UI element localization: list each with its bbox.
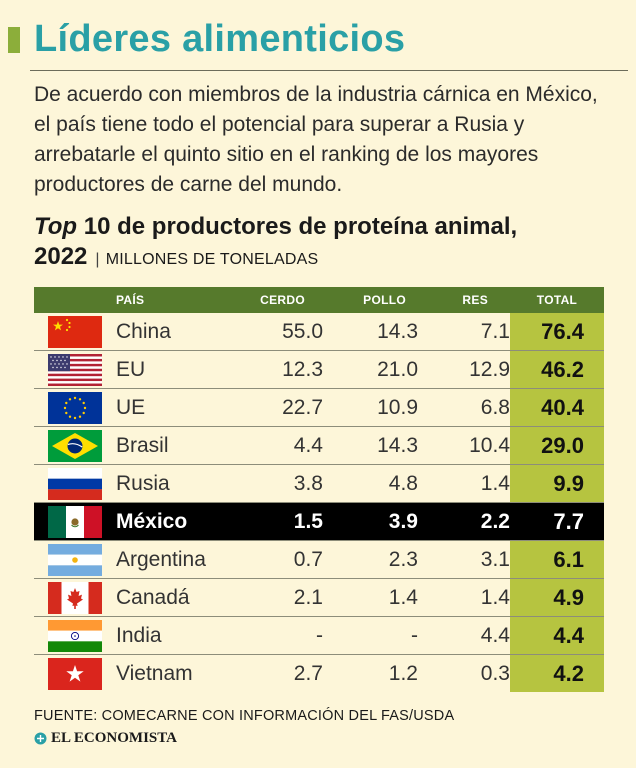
india-flag-icon (48, 619, 102, 652)
country-name: Argentina (110, 540, 230, 579)
china-flag-icon (48, 315, 102, 348)
country-name: Canadá (110, 578, 230, 617)
cerdo-value: 55.0 (230, 313, 335, 351)
cerdo-value: 2.1 (230, 578, 335, 617)
res-value: 1.4 (430, 578, 510, 617)
cerdo-value: 1.5 (230, 502, 335, 541)
country-name: Rusia (110, 464, 230, 503)
table-row: UE 22.7 10.9 6.8 40.4 (34, 388, 604, 427)
pollo-value: 21.0 (335, 350, 430, 389)
cerdo-value: 2.7 (293, 661, 323, 685)
total-value: 4.4 (510, 616, 604, 655)
source-note: FUENTE: COMECARNE CON INFORMACIÓN DEL FA… (34, 708, 455, 724)
subtitle-year: 2022 (34, 243, 88, 270)
res-value: 10.4 (430, 426, 510, 465)
country-name: Vietnam (116, 661, 193, 685)
eu-flag-icon (48, 391, 102, 424)
brazil-flag-icon (48, 429, 102, 462)
header-res: RES (430, 287, 510, 313)
pollo-value: 14.3 (335, 426, 430, 465)
brand-name: EL ECONOMISTA (51, 730, 177, 746)
cerdo-value: - (230, 616, 335, 655)
total-value: 7.7 (510, 502, 604, 541)
country-name: Brasil (110, 426, 230, 465)
table-row: China 55.0 14.3 7.1 76.4 (34, 313, 604, 351)
res-value: 7.1 (430, 313, 510, 351)
brand-logo-icon (34, 732, 47, 745)
pollo-value: 14.3 (335, 313, 430, 351)
pollo-value: 3.9 (335, 502, 430, 541)
table-row: Brasil 4.4 14.3 10.4 29.0 (34, 426, 604, 465)
argentina-flag-icon (48, 543, 102, 576)
country-name: India (110, 616, 230, 655)
country-name: China (110, 313, 230, 351)
table-header-row: PAÍS CERDO POLLO RES TOTAL (34, 287, 604, 313)
total-value: 9.9 (510, 464, 604, 503)
pollo-value: 4.8 (335, 464, 430, 503)
header-cerdo: CERDO (230, 287, 335, 313)
table-subtitle: Top 10 de productores de proteína animal… (34, 213, 518, 270)
total-value: 40.4 (510, 388, 604, 427)
country-name: México (110, 502, 230, 541)
subtitle-text: 10 de productores de proteína animal, (77, 213, 518, 240)
res-value: 3.1 (430, 540, 510, 579)
table-row: Canadá 2.1 1.4 1.4 4.9 (34, 578, 604, 617)
header-pollo: POLLO (335, 287, 430, 313)
producers-table: PAÍS CERDO POLLO RES TOTAL China 55.0 14… (34, 287, 604, 692)
cerdo-value: 12.3 (230, 350, 335, 389)
pollo-value: 2.3 (335, 540, 430, 579)
cerdo-value: 0.7 (230, 540, 335, 579)
res-value: 6.8 (430, 388, 510, 427)
subtitle-unit: MILLONES DE TONELADAS (105, 251, 319, 268)
table-row: India - - 4.4 4.4 (34, 616, 604, 655)
cerdo-value: 22.7 (230, 388, 335, 427)
russia-flag-icon (48, 467, 102, 500)
pollo-value: - (335, 616, 430, 655)
res-value: 0.3 (480, 661, 510, 685)
res-value: 2.2 (430, 502, 510, 541)
total-value: 4.2 (510, 654, 604, 692)
brand-footer: EL ECONOMISTA (34, 730, 177, 747)
title-divider (30, 70, 628, 71)
country-name: EU (110, 350, 230, 389)
usa-flag-icon (48, 353, 102, 386)
pollo-value: 1.2 (388, 661, 418, 685)
pollo-value: 1.4 (335, 578, 430, 617)
table-row: Rusia 3.8 4.8 1.4 9.9 (34, 464, 604, 503)
title-accent-bar (8, 27, 20, 53)
cerdo-value: 4.4 (230, 426, 335, 465)
page-title: Líderes alimenticios (34, 18, 406, 60)
header-total: TOTAL (510, 287, 604, 313)
total-value: 29.0 (510, 426, 604, 465)
res-value: 12.9 (430, 350, 510, 389)
pollo-value: 10.9 (335, 388, 430, 427)
mexico-flag-icon (48, 505, 102, 538)
canada-flag-icon (48, 581, 102, 614)
table-row-highlight: México 1.5 3.9 2.2 7.7 (34, 502, 604, 541)
table-row: EU 12.3 21.0 12.9 46.2 (34, 350, 604, 389)
table-row: Vietnam 2.7 1.2 0.3 4.2 (34, 654, 604, 692)
total-value: 46.2 (510, 350, 604, 389)
header-pais: PAÍS (110, 287, 230, 313)
vietnam-flag-icon (48, 657, 102, 690)
intro-paragraph: De acuerdo con miembros de la industria … (34, 83, 598, 196)
total-value: 4.9 (510, 578, 604, 617)
subtitle-top-word: Top (34, 213, 78, 240)
header-flag-spacer (34, 287, 110, 313)
res-value: 1.4 (430, 464, 510, 503)
cerdo-value: 3.8 (230, 464, 335, 503)
total-value: 76.4 (510, 313, 604, 351)
total-value: 6.1 (510, 540, 604, 579)
res-value: 4.4 (430, 616, 510, 655)
country-name: UE (110, 388, 230, 427)
table-row: Argentina 0.7 2.3 3.1 6.1 (34, 540, 604, 579)
